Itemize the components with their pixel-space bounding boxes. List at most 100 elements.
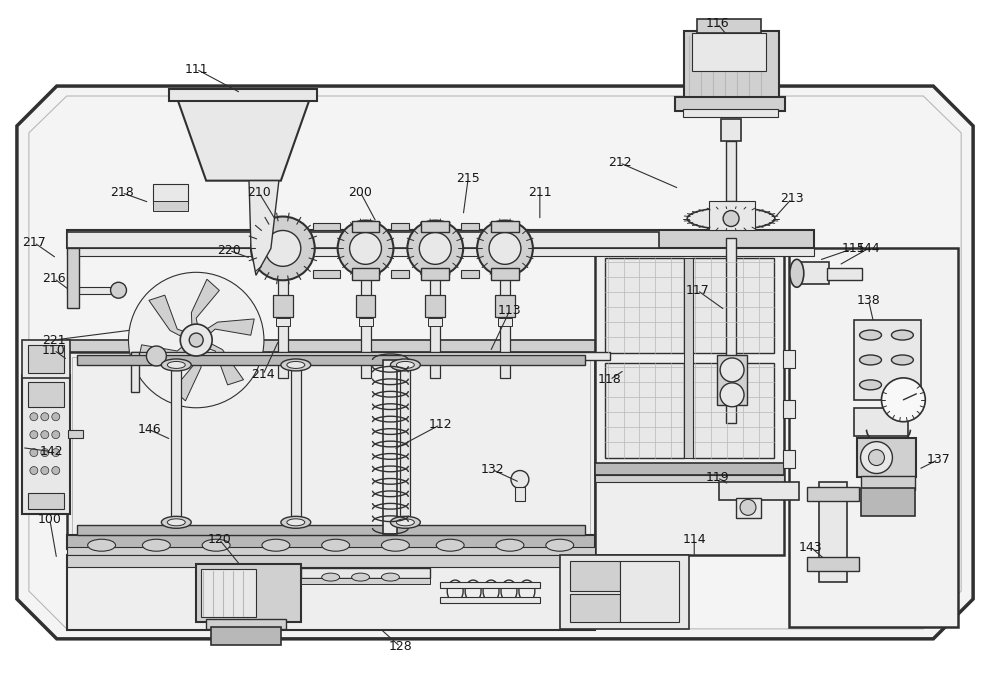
Circle shape	[30, 466, 38, 475]
Text: 112: 112	[428, 418, 452, 431]
Circle shape	[720, 383, 744, 407]
Circle shape	[861, 442, 892, 473]
Bar	[783, 350, 795, 368]
Bar	[67, 555, 595, 567]
Bar	[67, 230, 814, 248]
Bar	[131, 352, 139, 392]
Circle shape	[251, 216, 315, 280]
Bar	[726, 141, 736, 201]
Text: 100: 100	[38, 513, 62, 526]
Circle shape	[52, 413, 60, 421]
Bar	[491, 220, 519, 232]
Bar	[570, 561, 620, 591]
Circle shape	[111, 282, 126, 298]
Bar	[783, 400, 795, 418]
Bar	[721, 119, 741, 141]
Bar	[28, 494, 64, 510]
Text: 216: 216	[42, 272, 66, 285]
Circle shape	[180, 324, 212, 356]
Circle shape	[30, 430, 38, 439]
Text: 142: 142	[40, 445, 64, 458]
Bar	[211, 627, 281, 645]
Circle shape	[489, 232, 521, 265]
Bar	[595, 248, 784, 555]
Ellipse shape	[352, 573, 370, 581]
Bar	[28, 345, 64, 373]
Ellipse shape	[375, 570, 405, 584]
Bar	[391, 223, 409, 230]
Bar	[67, 555, 595, 630]
Text: 210: 210	[247, 186, 271, 199]
Ellipse shape	[860, 355, 881, 365]
Bar	[854, 320, 921, 400]
Text: 120: 120	[207, 533, 231, 546]
Polygon shape	[201, 340, 244, 385]
Bar	[605, 258, 684, 353]
Bar	[498, 318, 512, 326]
Circle shape	[41, 413, 49, 421]
Text: 132: 132	[480, 463, 504, 476]
Bar	[425, 295, 445, 317]
Bar	[861, 489, 915, 517]
Bar	[22, 375, 70, 514]
Bar	[206, 619, 286, 629]
Bar	[515, 487, 525, 501]
Text: 115: 115	[842, 242, 865, 255]
Ellipse shape	[202, 539, 230, 551]
Bar	[391, 270, 409, 279]
Text: 220: 220	[217, 244, 241, 257]
Bar	[301, 578, 430, 584]
Polygon shape	[173, 347, 201, 401]
Bar	[276, 318, 290, 326]
Bar	[430, 248, 440, 378]
Polygon shape	[176, 96, 311, 181]
Circle shape	[338, 220, 393, 276]
Bar	[736, 498, 761, 518]
Text: 137: 137	[926, 453, 950, 466]
Bar	[67, 536, 595, 550]
Bar	[857, 438, 916, 477]
Bar	[67, 547, 595, 555]
Text: 218: 218	[110, 186, 133, 199]
Bar	[67, 232, 659, 248]
Bar	[22, 340, 70, 378]
Ellipse shape	[790, 260, 804, 287]
Ellipse shape	[262, 539, 290, 551]
Bar	[169, 89, 317, 101]
Ellipse shape	[88, 539, 116, 551]
Ellipse shape	[281, 517, 311, 528]
Bar	[278, 248, 288, 378]
Bar	[67, 340, 595, 352]
Ellipse shape	[381, 573, 399, 581]
Ellipse shape	[891, 380, 913, 390]
Bar	[67, 248, 814, 256]
Text: 111: 111	[184, 62, 208, 76]
Bar	[440, 597, 540, 603]
Bar	[352, 268, 379, 280]
Text: 113: 113	[498, 304, 522, 316]
Ellipse shape	[161, 359, 191, 371]
Bar	[500, 248, 510, 378]
Bar	[421, 220, 449, 232]
Text: 213: 213	[780, 192, 804, 205]
Bar	[291, 365, 301, 522]
Bar	[789, 248, 958, 627]
Circle shape	[30, 413, 38, 421]
Circle shape	[52, 466, 60, 475]
Bar	[807, 557, 859, 571]
Bar	[28, 382, 64, 407]
Circle shape	[41, 466, 49, 475]
Ellipse shape	[396, 519, 414, 526]
Bar	[361, 248, 371, 378]
Bar	[560, 555, 689, 629]
Text: 138: 138	[857, 294, 880, 307]
Bar	[595, 475, 784, 482]
Ellipse shape	[891, 355, 913, 365]
Ellipse shape	[381, 539, 409, 551]
Bar	[131, 352, 610, 360]
Ellipse shape	[322, 539, 350, 551]
Ellipse shape	[860, 330, 881, 340]
Bar	[595, 463, 784, 475]
Bar	[719, 482, 799, 500]
Text: 118: 118	[598, 373, 621, 386]
